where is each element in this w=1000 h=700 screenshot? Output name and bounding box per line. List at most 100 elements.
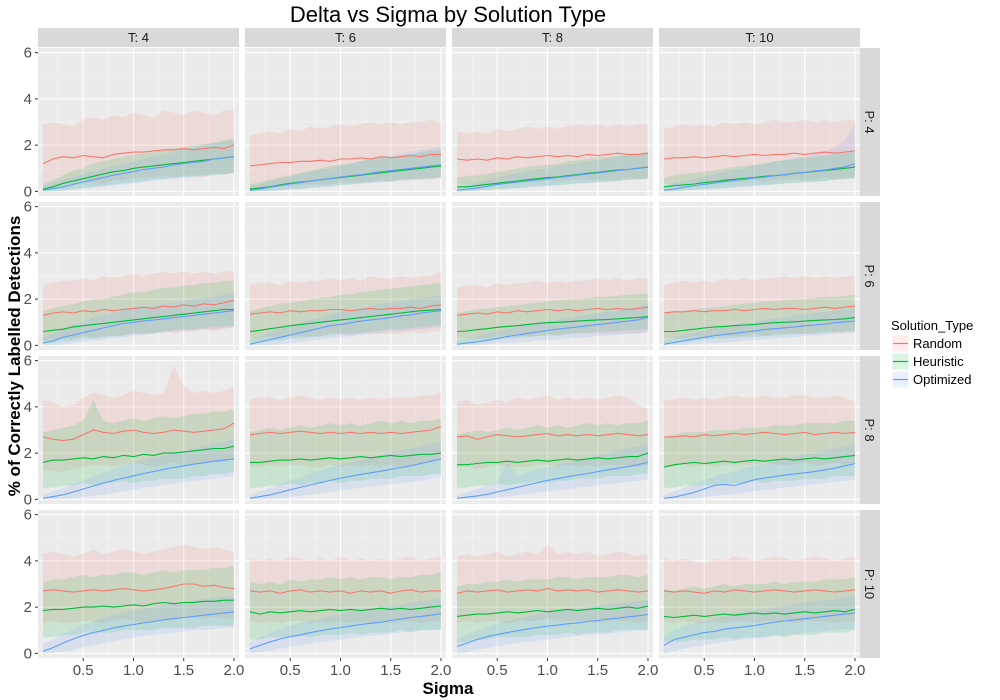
series-line-heuristic [456, 605, 649, 617]
series-line-random [249, 425, 442, 436]
series-line-optimized [663, 320, 856, 345]
series-line-optimized [663, 612, 856, 646]
x-tick-label: 1.0 [123, 662, 144, 679]
ribbon-heuristic [43, 138, 234, 192]
series-line-random [456, 152, 649, 161]
y-tick-label: 4 [24, 245, 32, 262]
series-line-random [249, 589, 441, 594]
facet-panel [659, 510, 860, 658]
ribbon-random [664, 119, 855, 185]
col-strip-label: T: 4 [128, 30, 149, 45]
col-strip [452, 28, 653, 47]
series-line-heuristic [457, 452, 649, 466]
ribbon-heuristic [43, 565, 234, 638]
col-strip-label: T: 8 [542, 30, 563, 45]
facet-panel [245, 510, 446, 658]
x-tick-label: 1.5 [794, 662, 815, 679]
x-tick-label: 1.5 [173, 662, 194, 679]
facet-panel [245, 202, 446, 350]
series-line-random [249, 153, 441, 167]
legend-label-random: Random [913, 336, 962, 351]
ribbon-random [250, 556, 441, 624]
ribbon-optimized [43, 439, 234, 500]
y-tick-label: 2 [24, 445, 32, 462]
y-tick-label: 0 [24, 183, 32, 200]
x-tick-label: 1.0 [537, 662, 558, 679]
row-strip [858, 48, 880, 196]
row-strip [858, 356, 880, 504]
ribbon-random [664, 395, 855, 467]
series-line-random [456, 588, 649, 594]
ribbon-random [457, 124, 648, 185]
x-tick-label: 2.0 [431, 662, 452, 679]
series-line-optimized [42, 611, 235, 652]
legend-label-heuristic: Heuristic [913, 354, 964, 369]
facet-panels: T: 4 T: 6 T: 8 T: 10P: 4P: 6P: 8P: 10024602… [24, 28, 880, 679]
ribbon-random [43, 271, 234, 341]
ribbon-optimized [250, 597, 441, 654]
series-line-optimized [456, 461, 649, 499]
ribbon-random [664, 276, 855, 339]
y-tick-label: 0 [24, 337, 32, 354]
series-line-optimized [42, 156, 235, 191]
y-tick-label: 2 [24, 137, 32, 154]
ribbon-optimized [457, 600, 648, 654]
ribbon-heuristic [664, 420, 855, 488]
legend-items: Random Heuristic Optimized [891, 334, 972, 389]
series-line-heuristic [456, 315, 649, 333]
legend: Solution_Type Random Heuristic Optimized [891, 318, 973, 389]
y-tick-label: 2 [24, 291, 32, 308]
facet-panel [38, 48, 239, 196]
x-tick-label: 2.0 [845, 662, 866, 679]
facet-panel [38, 356, 239, 504]
ribbon-random [457, 544, 648, 624]
ribbon-heuristic [457, 152, 648, 192]
x-tick-label: 0.5 [73, 662, 94, 679]
y-tick-label: 4 [24, 553, 32, 570]
chart-title: Delta vs Sigma by Solution Type [290, 2, 606, 27]
ribbon-random [250, 393, 441, 467]
facet-panel [452, 356, 653, 504]
facet-panel [38, 202, 239, 350]
facet-panel [659, 48, 860, 196]
facet-panel [452, 202, 653, 350]
series-line-random [663, 305, 856, 314]
series-line-optimized [663, 163, 856, 191]
y-tick-label: 6 [24, 199, 32, 216]
col-strip [38, 28, 239, 47]
ribbon-heuristic [664, 294, 855, 344]
series-line-heuristic [42, 156, 235, 190]
x-tick-label: 1.0 [330, 662, 351, 679]
x-tick-label: 1.5 [380, 662, 401, 679]
y-tick-label: 0 [24, 645, 32, 662]
series-line-random [42, 583, 235, 593]
x-axis-title: Sigma [422, 679, 474, 698]
ribbon-optimized [457, 303, 648, 346]
ribbon-heuristic [664, 577, 855, 642]
facet-panel [452, 510, 653, 658]
y-tick-label: 0 [24, 491, 32, 508]
x-tick-label: 0.5 [280, 662, 301, 679]
ribbon-optimized [664, 443, 855, 500]
x-tick-label: 0.5 [487, 662, 508, 679]
x-tick-label: 2.0 [224, 662, 245, 679]
ribbon-heuristic [250, 282, 441, 344]
x-tick-label: 0.5 [694, 662, 715, 679]
ribbon-random [43, 544, 234, 624]
series-line-heuristic [42, 599, 234, 612]
series-line-optimized [249, 458, 442, 499]
series-line-optimized [456, 166, 649, 191]
series-line-optimized [42, 458, 235, 499]
ribbon-optimized [250, 147, 441, 192]
ribbon-random [43, 365, 234, 472]
col-strip [659, 28, 860, 47]
series-line-optimized [456, 613, 649, 647]
ribbon-optimized [250, 294, 441, 346]
y-axis-title: % of Correctly Labelled Detections [5, 216, 24, 497]
x-tick-label: 1.0 [744, 662, 765, 679]
series-line-optimized [42, 310, 235, 344]
facet-panel [659, 356, 860, 504]
ribbon-random [457, 395, 648, 470]
y-tick-label: 6 [24, 45, 32, 62]
